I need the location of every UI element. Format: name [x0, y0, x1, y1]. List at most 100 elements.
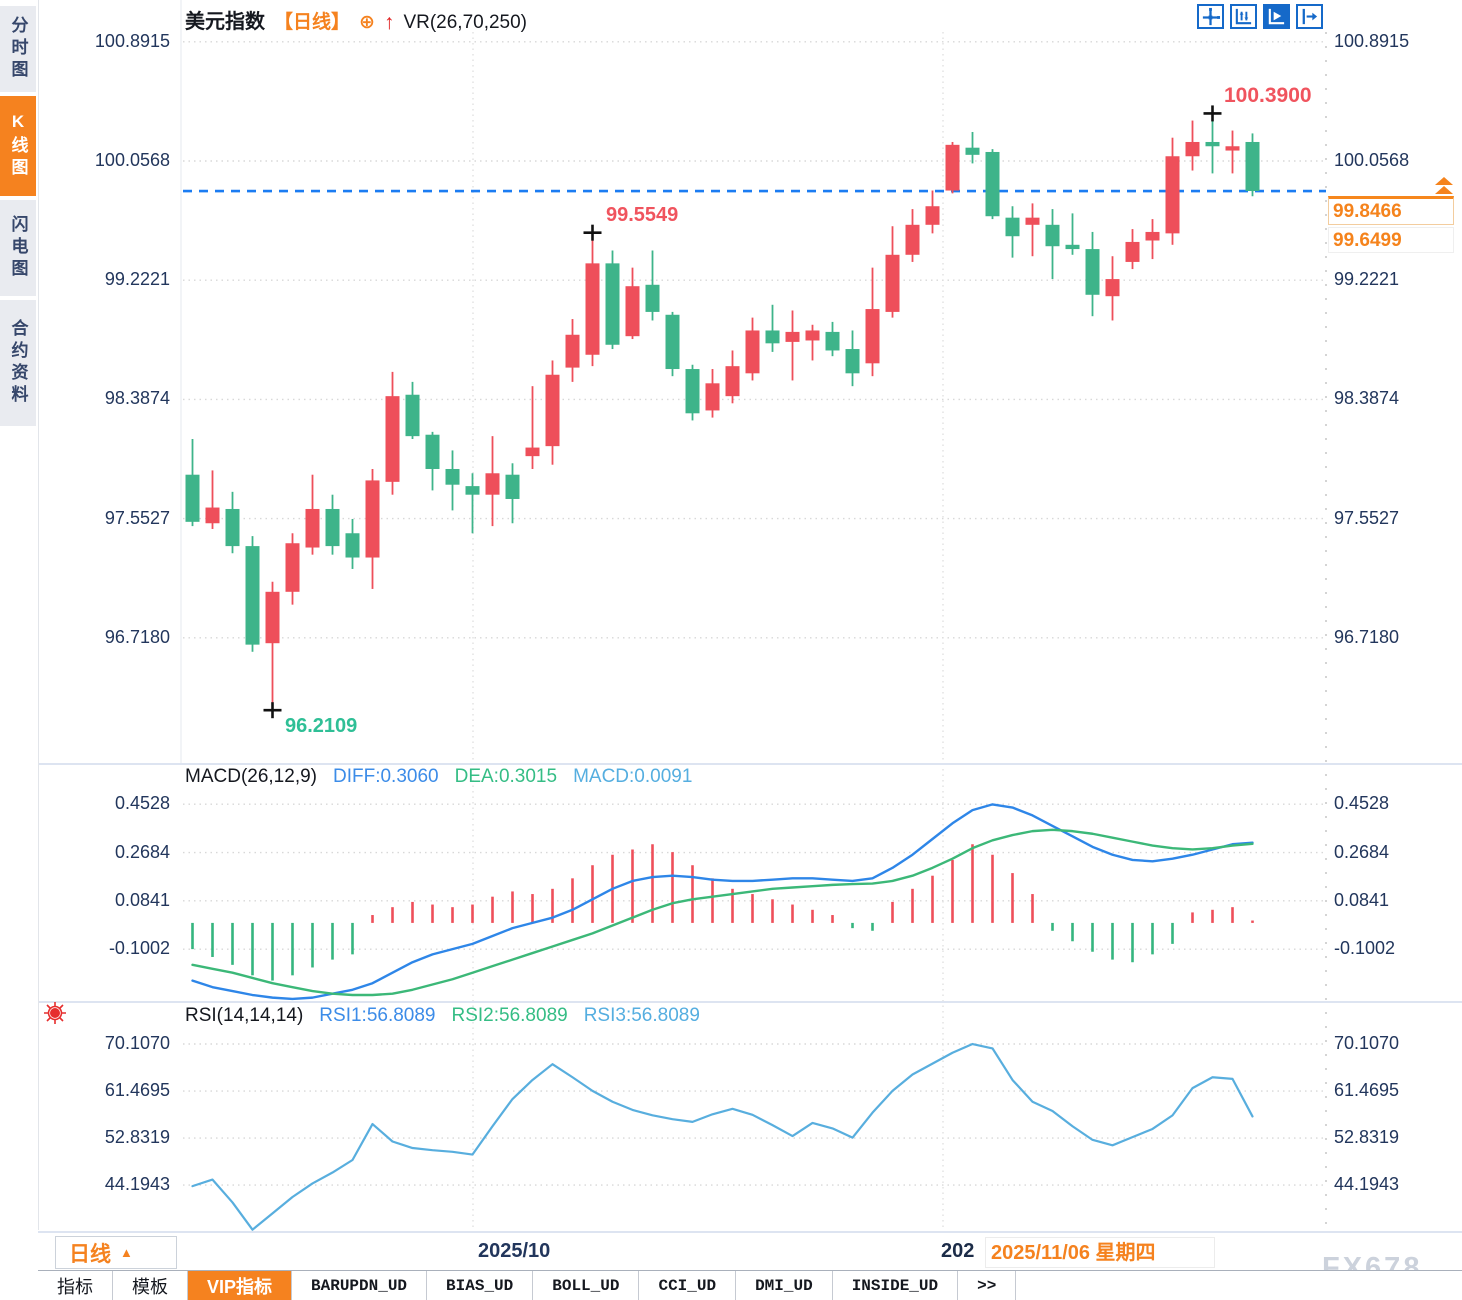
- candle-body: [1225, 146, 1240, 151]
- y-axis-tick-left: 0.4528: [114, 793, 170, 814]
- rsi-title[interactable]: RSI(14,14,14): [185, 1005, 304, 1026]
- candle-body: [1245, 141, 1260, 192]
- period-selector-label: 日线: [69, 1242, 111, 1266]
- candle-body: [1025, 217, 1040, 225]
- rsi1-value: RSI1:56.8089: [319, 1005, 436, 1026]
- candle-body: [845, 349, 860, 374]
- chart-toolbar: [1197, 4, 1323, 29]
- candle-body: [785, 331, 800, 342]
- y-axis-tick-right: 97.5527: [1334, 507, 1400, 528]
- period-label[interactable]: 【日线】: [274, 12, 351, 33]
- indicator-tab-3[interactable]: VIP指标: [188, 1271, 293, 1300]
- price-arrow-icon[interactable]: [1432, 176, 1456, 198]
- indicator-tab-bar: 指标 模板 VIP指标 BARUPDN_UD BIAS_UD BOLL_UD CCI_UD D…: [38, 1270, 1462, 1300]
- indicator-tab-6[interactable]: BOLL_UD: [533, 1271, 640, 1300]
- y-axis-tick-right: 52.8319: [1334, 1127, 1400, 1148]
- indicator-tab-10[interactable]: >>: [958, 1271, 1017, 1300]
- indicator-tab-9[interactable]: INSIDE_UD: [833, 1271, 959, 1300]
- candle-body: [465, 486, 480, 495]
- candle-body: [1165, 156, 1180, 234]
- candle-body: [665, 314, 680, 370]
- up-arrow-icon: ↑: [383, 11, 395, 34]
- candle-body: [1045, 224, 1060, 247]
- candle-body: [625, 286, 640, 337]
- date-axis: [38, 1233, 1462, 1270]
- indicator-name[interactable]: VR(26,70,250): [403, 12, 528, 33]
- y-axis-tick-right: 96.7180: [1334, 626, 1400, 647]
- candle-body: [1145, 231, 1160, 241]
- candle-body: [945, 144, 960, 191]
- candle-body: [545, 374, 560, 447]
- indicator-tab-7[interactable]: CCI_UD: [639, 1271, 737, 1300]
- candle-body: [705, 383, 720, 411]
- candle-body: [365, 480, 380, 558]
- chart-title: 美元指数 【日线】 ⊕ ↑ VR(26,70,250): [185, 5, 527, 34]
- y-axis-tick-right: 100.8915: [1334, 30, 1410, 51]
- candle-body: [285, 543, 300, 592]
- candle-body: [345, 533, 360, 558]
- candle-body: [445, 468, 460, 485]
- sidebar-tab-2[interactable]: K线图: [0, 96, 36, 196]
- rsi-settings-icon[interactable]: [42, 1000, 68, 1026]
- candle-body: [985, 151, 1000, 217]
- candle-body: [725, 366, 740, 397]
- y-axis-tick-left: 61.4695: [104, 1080, 170, 1101]
- y-axis-tick-left: 0.0841: [114, 889, 170, 910]
- y-axis-tick-left: 0.2684: [114, 841, 170, 862]
- candle-body: [485, 473, 500, 495]
- y-axis-tick-right: 98.3874: [1334, 388, 1400, 409]
- y-axis-tick-right: 0.2684: [1334, 841, 1390, 862]
- add-indicator-icon[interactable]: ⊕: [359, 12, 375, 33]
- indicator-tab-4[interactable]: BARUPDN_UD: [292, 1271, 428, 1300]
- candle-body: [205, 507, 220, 524]
- sidebar-tab-3[interactable]: 闪电图: [0, 200, 36, 296]
- candle-body: [185, 474, 200, 522]
- sidebar-tab-1[interactable]: 分时图: [0, 6, 36, 92]
- secondary-price-tag: 99.6499: [1328, 227, 1454, 253]
- macd-dea-value: DEA:0.3015: [454, 766, 558, 787]
- sidebar-tab-4[interactable]: 合约资料: [0, 300, 36, 426]
- symbol-name: 美元指数: [185, 11, 265, 33]
- macd-hist-value: MACD:0.0091: [573, 766, 693, 787]
- candle-body: [925, 206, 940, 225]
- candle-body: [1085, 249, 1100, 295]
- rsi3-value: RSI3:56.8089: [583, 1005, 700, 1026]
- candle-body: [605, 263, 620, 345]
- period-selector[interactable]: 日线 ▲: [55, 1236, 177, 1269]
- date-tick-right: 202: [941, 1240, 975, 1262]
- swing-high-label: 99.5549: [606, 204, 679, 226]
- candle-body: [905, 224, 920, 255]
- candle-body: [405, 394, 420, 437]
- candle-body: [685, 369, 700, 414]
- y-axis-tick-right: 61.4695: [1334, 1080, 1400, 1101]
- left-sidebar: 分时图 K线图闪电图合约资料: [0, 0, 39, 1230]
- pan-crosshair-icon[interactable]: [1197, 4, 1224, 29]
- indicator-tab-5[interactable]: BIAS_UD: [427, 1271, 534, 1300]
- low-label: 96.2109: [285, 715, 358, 737]
- candle-body: [1005, 217, 1020, 237]
- rsi-header: RSI(14,14,14) RSI1:56.8089 RSI2:56.8089 …: [185, 1005, 700, 1027]
- candle-body: [885, 254, 900, 312]
- candle-body: [325, 508, 340, 547]
- y-axis-tick-right: 0.4528: [1334, 793, 1390, 814]
- y-axis-tick-left: 97.5527: [104, 507, 170, 528]
- macd-title[interactable]: MACD(26,12,9): [185, 766, 317, 787]
- fit-axis-icon[interactable]: [1230, 4, 1257, 29]
- high-label: 100.3900: [1224, 84, 1312, 107]
- y-axis-tick-right: 44.1943: [1334, 1174, 1400, 1195]
- candle-body: [245, 546, 260, 645]
- y-axis-tick-left: 44.1943: [104, 1174, 170, 1195]
- goto-latest-icon[interactable]: [1296, 4, 1323, 29]
- y-axis-tick-right: 70.1070: [1334, 1033, 1400, 1053]
- y-axis-tick-left: 100.8915: [94, 30, 170, 51]
- indicator-tab-8[interactable]: DMI_UD: [736, 1271, 833, 1300]
- candle-body: [1125, 241, 1140, 262]
- auto-follow-icon[interactable]: [1263, 4, 1290, 29]
- candle-body: [1065, 244, 1080, 250]
- indicator-tab-2[interactable]: 模板: [113, 1271, 188, 1300]
- indicator-tab-1[interactable]: 指标: [38, 1271, 113, 1300]
- y-axis-tick-right: 100.0568: [1334, 150, 1410, 170]
- y-axis-tick-right: 0.0841: [1334, 889, 1390, 910]
